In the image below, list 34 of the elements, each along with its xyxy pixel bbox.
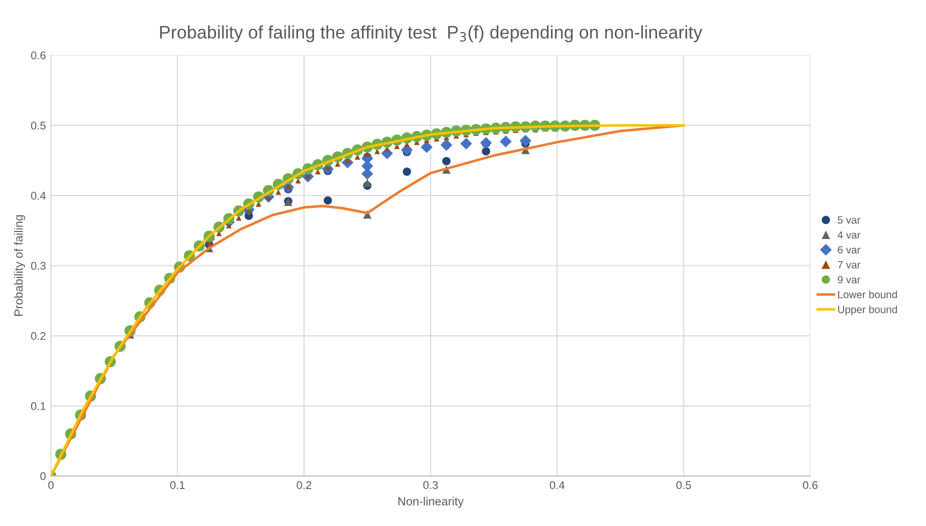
point xyxy=(363,178,372,188)
y-tick-label: 0.6 xyxy=(31,51,46,60)
point xyxy=(442,156,451,166)
x-axis-title: Non-linearity xyxy=(398,496,464,508)
legend-label: Lower bound xyxy=(838,290,897,298)
x-tick-label: 0.6 xyxy=(802,481,818,490)
point xyxy=(420,141,433,153)
legend-label: 6 var xyxy=(838,246,860,254)
point xyxy=(500,136,512,148)
x-tick-label: 0.2 xyxy=(296,481,312,490)
legend-label: Upper bound xyxy=(838,306,897,316)
legend-label: 5 var xyxy=(838,216,860,224)
point xyxy=(324,196,332,205)
point xyxy=(482,147,490,156)
y-axis-title: Probability of failing xyxy=(14,215,26,316)
y-tick-label: 0.4 xyxy=(31,192,46,200)
chart-title: Probability of failing the affinity test P$_{3}$(f) depending on non-linearity xyxy=(160,25,702,42)
point xyxy=(276,189,282,195)
x-tick-label: 0 xyxy=(48,481,54,490)
point xyxy=(520,134,532,147)
legend-label: 4 var xyxy=(838,231,860,239)
legend-label: 9 var xyxy=(838,276,860,284)
x-tick-label: 0.1 xyxy=(170,481,185,490)
x-tick-label: 0.4 xyxy=(550,481,565,490)
legend-label: 7 var xyxy=(838,261,860,268)
point xyxy=(402,167,412,176)
y-tick-label: 0 xyxy=(40,472,46,480)
x-tick-label: 0.5 xyxy=(676,481,691,490)
y-tick-label: 0.5 xyxy=(31,122,46,130)
point xyxy=(460,138,472,150)
y-tick-label: 0.3 xyxy=(31,262,46,270)
x-tick-label: 0.3 xyxy=(423,481,438,490)
y-tick-label: 0.2 xyxy=(31,332,46,340)
y-tick-label: 0.1 xyxy=(31,402,46,410)
